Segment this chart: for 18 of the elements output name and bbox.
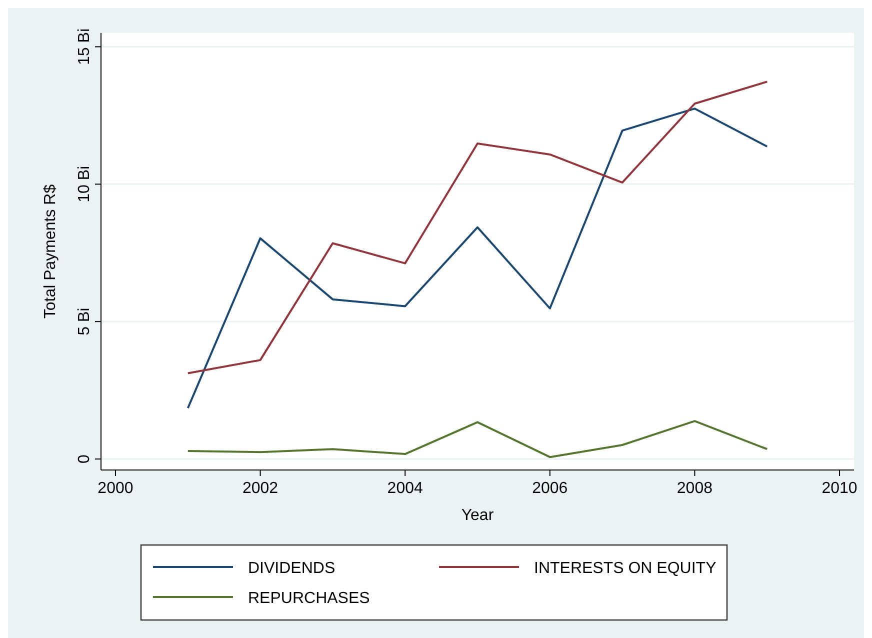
legend-label: DIVIDENDS [248, 560, 336, 577]
x-tick-label: 2008 [676, 480, 713, 497]
y-tick-label: 5 Bi [76, 308, 93, 336]
line-series [186, 80, 768, 374]
y-tick-label: 15 Bi [76, 28, 93, 65]
x-axis-title: Year [461, 507, 494, 524]
y-axis-title: Total Payments R$ [42, 184, 59, 319]
x-tick-label: 2010 [822, 480, 858, 497]
y-tick-label: 10 Bi [76, 166, 93, 202]
line-series [186, 108, 768, 410]
x-tick-label: 2004 [387, 480, 423, 497]
x-tick-label: 2002 [242, 480, 278, 497]
legend-label: INTERESTS ON EQUITY [534, 560, 717, 577]
x-tick-label: 2000 [98, 480, 134, 497]
x-tick-label: 2006 [532, 480, 568, 497]
line-series [186, 420, 768, 458]
legend-label: REPURCHASES [248, 590, 370, 607]
y-tick-label: 0 [76, 454, 93, 464]
